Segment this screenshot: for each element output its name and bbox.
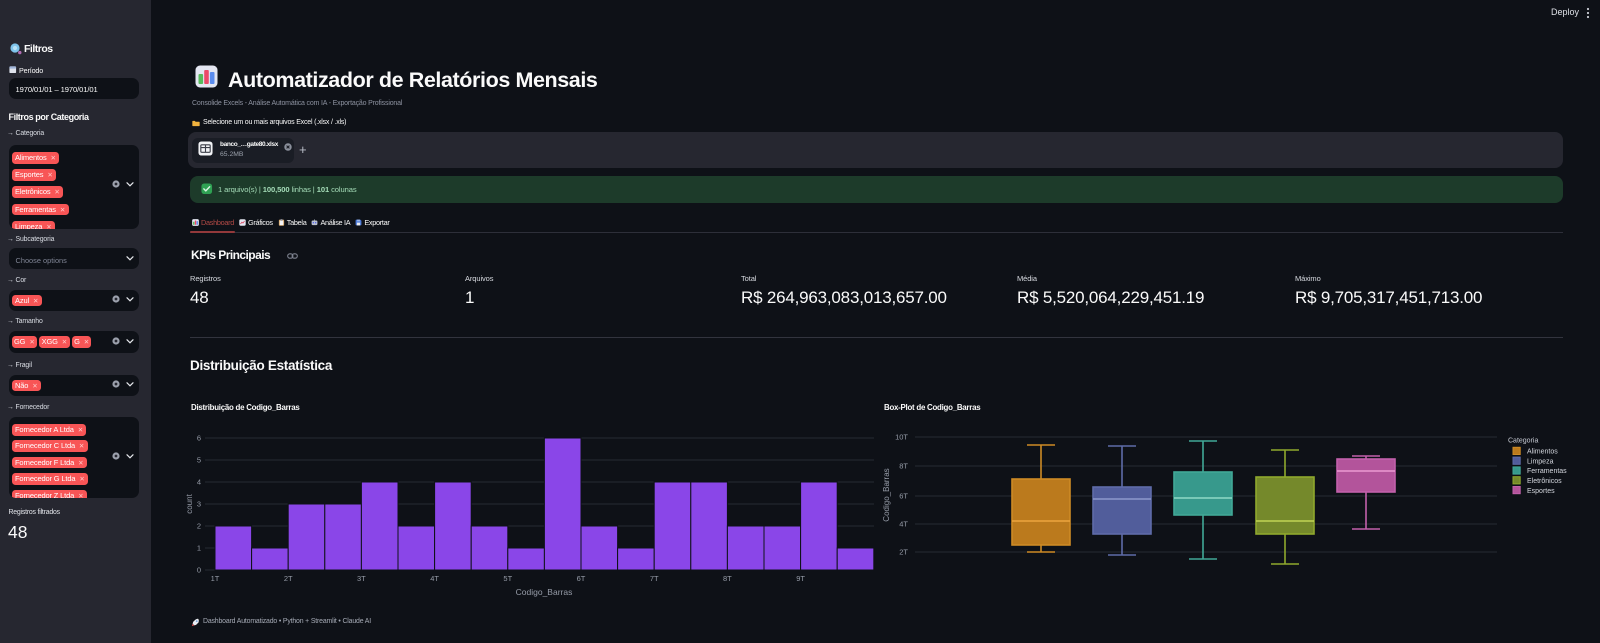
svg-text:Limpeza: Limpeza: [1527, 458, 1554, 465]
svg-text:6T: 6T: [899, 492, 908, 501]
svg-text:Alimentos: Alimentos: [1527, 449, 1558, 456]
svg-text:1T: 1T: [211, 574, 220, 583]
svg-text:2: 2: [197, 522, 201, 531]
svg-text:8T: 8T: [723, 574, 732, 583]
svg-text:5T: 5T: [503, 574, 512, 583]
svg-text:8T: 8T: [899, 462, 908, 471]
svg-text:Eletrônicos: Eletrônicos: [1527, 478, 1562, 485]
svg-text:Distribuição de Codigo_Barras: Distribuição de Codigo_Barras: [191, 403, 300, 412]
svg-text:count: count: [185, 493, 194, 513]
svg-text:Esportes: Esportes: [1527, 488, 1555, 495]
svg-text:4: 4: [197, 478, 201, 487]
svg-text:Ferramentas: Ferramentas: [1527, 468, 1567, 475]
svg-text:2T: 2T: [899, 548, 908, 557]
svg-text:10T: 10T: [895, 433, 908, 442]
svg-text:Categoria: Categoria: [1508, 438, 1538, 445]
svg-text:Codigo_Barras: Codigo_Barras: [516, 587, 573, 597]
svg-text:6: 6: [197, 434, 201, 443]
svg-text:Box-Plot de Codigo_Barras: Box-Plot de Codigo_Barras: [884, 403, 981, 412]
svg-text:Codigo_Barras: Codigo_Barras: [882, 468, 891, 521]
svg-text:7T: 7T: [650, 574, 659, 583]
svg-text:3: 3: [197, 500, 201, 509]
svg-text:5: 5: [197, 456, 201, 465]
svg-text:4T: 4T: [899, 520, 908, 529]
svg-text:0: 0: [197, 566, 201, 575]
svg-text:9T: 9T: [796, 574, 805, 583]
svg-text:1: 1: [197, 544, 201, 553]
svg-text:2T: 2T: [284, 574, 293, 583]
svg-text:6T: 6T: [577, 574, 586, 583]
svg-text:4T: 4T: [430, 574, 439, 583]
svg-text:3T: 3T: [357, 574, 366, 583]
